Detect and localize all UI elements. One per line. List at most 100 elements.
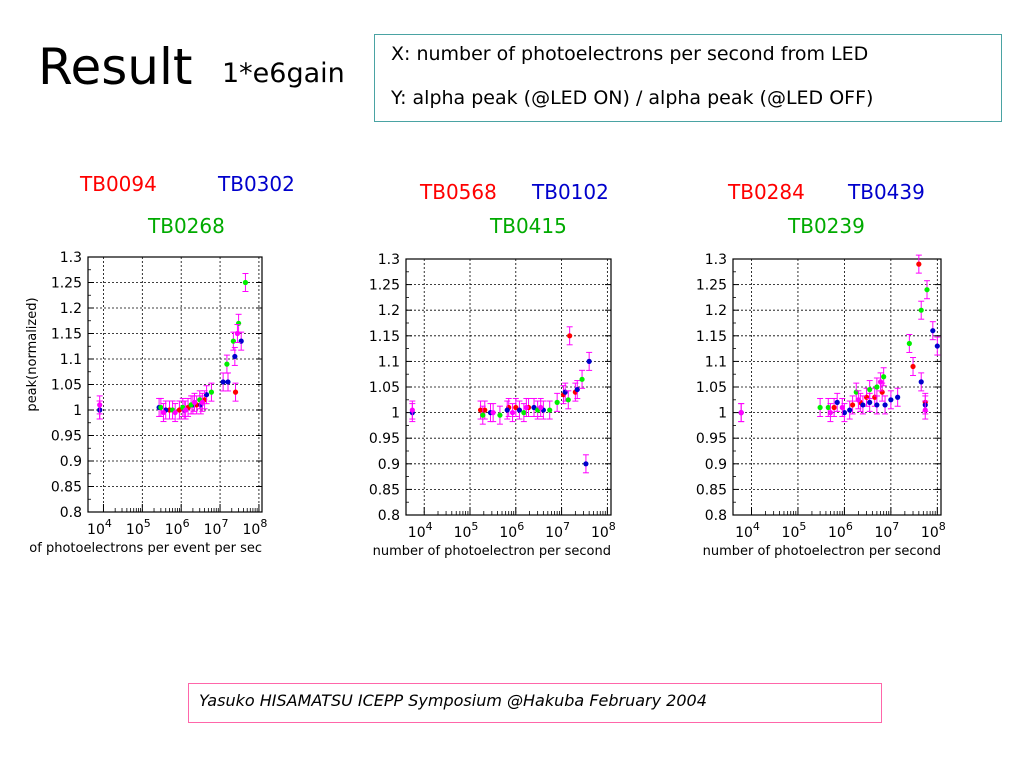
data-point [918, 379, 924, 385]
y-tick-label: 1.25 [696, 278, 727, 294]
data-point [409, 407, 415, 413]
data-point [874, 384, 880, 390]
data-point [236, 320, 242, 326]
data-point [480, 412, 486, 418]
tube-label-tb0415: TB0415 [490, 214, 567, 238]
data-point [825, 404, 831, 411]
data-point [888, 397, 894, 403]
x-tick-label: 105 [782, 520, 807, 541]
y-tick-label: 0.85 [51, 480, 82, 496]
data-point [860, 402, 866, 408]
data-point [562, 389, 568, 395]
data-point [199, 399, 205, 405]
x-tick-label: 104 [87, 517, 112, 538]
x-tick-label: 107 [545, 520, 570, 541]
y-tick-label: 1 [73, 403, 82, 419]
tube-label-tb0094: TB0094 [80, 172, 157, 196]
data-point [183, 407, 189, 413]
data-point [579, 376, 585, 382]
y-tick-label: 0.95 [369, 431, 400, 447]
data-point [516, 407, 523, 413]
x-tick-label: 105 [126, 517, 151, 538]
scatter-plot-3: 0.8 0.85 0.9 0.95 1 1.05 1.1 1.15 1.2 1.25 1.3 104 1… [696, 252, 946, 559]
data-point [839, 404, 845, 411]
data-point [834, 399, 840, 405]
tube-label-tb0102: TB0102 [532, 180, 609, 204]
data-point [574, 386, 580, 393]
data-point [565, 397, 571, 403]
data-point [191, 399, 198, 405]
tube-label-tb0568: TB0568 [420, 180, 497, 204]
data-point [232, 353, 238, 360]
y-tick-label: 1.1 [378, 354, 400, 370]
y-tick-label: 1.2 [378, 303, 400, 319]
tube-label-tb0239: TB0239 [788, 214, 865, 238]
y-tick-label: 0.9 [60, 454, 82, 470]
y-tick-label: 0.85 [696, 482, 727, 498]
y-tick-label: 0.9 [378, 457, 400, 473]
x-axis-label: of photoelectrons per event per sec [29, 541, 262, 556]
y-tick-label: 0.8 [705, 508, 727, 524]
y-axis-description: Y: alpha peak (@LED ON) / alpha peak (@L… [391, 87, 874, 109]
data-point [538, 404, 544, 411]
x-tick-label: 108 [921, 520, 946, 541]
data-point [224, 361, 230, 367]
data-point [827, 410, 834, 416]
x-axis-description: X: number of photoelectrons per second f… [391, 43, 869, 65]
y-tick-label: 1.15 [696, 329, 727, 345]
data-point [916, 261, 922, 267]
data-point [847, 407, 853, 413]
data-point [918, 307, 924, 313]
tube-label-tb0439: TB0439 [848, 180, 925, 204]
data-point [567, 333, 573, 339]
data-point [855, 397, 861, 403]
x-tick-label: 106 [165, 517, 190, 538]
x-tick-label: 107 [874, 520, 899, 541]
x-tick-label: 108 [243, 517, 268, 538]
y-tick-label: 0.9 [705, 457, 727, 473]
data-point [882, 402, 888, 408]
y-tick-label: 1.1 [60, 352, 82, 368]
y-tick-label: 1.3 [378, 252, 400, 268]
y-tick-label: 1.2 [60, 301, 82, 317]
data-point [490, 410, 496, 416]
data-point [867, 399, 873, 405]
data-point [849, 402, 856, 408]
data-point [242, 279, 249, 286]
page-title: Result [38, 38, 193, 96]
data-point [924, 287, 930, 293]
y-tick-label: 1.1 [705, 354, 727, 370]
y-tick-label: 0.85 [369, 482, 400, 498]
data-point [220, 379, 226, 385]
data-point [874, 402, 880, 408]
y-tick-label: 1.05 [51, 378, 82, 394]
y-tick-label: 1.2 [705, 303, 727, 319]
axis-legend-box: X: number of photoelectrons per second f… [374, 34, 1002, 122]
y-axis-label: peak(normalized) [25, 297, 40, 411]
data-point [895, 394, 901, 400]
y-tick-label: 0.95 [696, 431, 727, 447]
y-tick-label: 1.3 [705, 252, 727, 268]
scatter-plot-1: 0.8 0.85 0.9 0.95 1 1.05 1.1 1.15 1.2 1.25 1.3 104 1… [25, 250, 268, 556]
data-point [738, 410, 744, 416]
data-point [817, 404, 823, 411]
data-point [531, 404, 537, 411]
data-point [554, 399, 560, 405]
data-point [97, 402, 103, 408]
data-point [934, 343, 940, 349]
data-point [877, 379, 884, 385]
data-point [523, 404, 529, 411]
data-point [234, 330, 241, 337]
data-point [497, 412, 503, 418]
x-tick-label: 108 [591, 520, 616, 541]
y-tick-label: 1 [718, 406, 727, 422]
data-point [586, 358, 592, 364]
data-point [482, 407, 488, 413]
x-tick-label: 106 [828, 520, 853, 541]
x-tick-label: 104 [408, 520, 433, 541]
gain-subtitle: 1*e6gain [222, 58, 345, 89]
data-point [208, 389, 215, 395]
footer-box: Yasuko HISAMATSU ICEPP Symposium @Hakuba… [188, 683, 882, 723]
data-point [583, 461, 589, 467]
x-tick-label: 106 [499, 520, 524, 541]
